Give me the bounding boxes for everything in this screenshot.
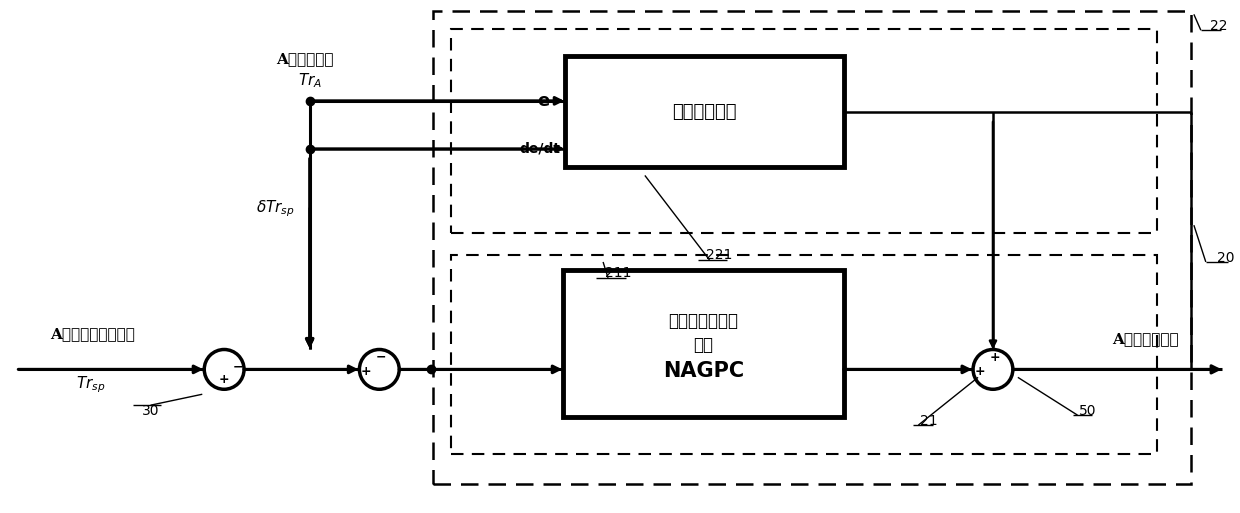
Text: 非线性智能预测: 非线性智能预测 xyxy=(668,313,739,330)
Text: 20: 20 xyxy=(1216,251,1235,265)
Text: $\delta Tr_{sp}$: $\delta Tr_{sp}$ xyxy=(255,198,295,219)
Text: 221: 221 xyxy=(707,248,733,262)
Text: 211: 211 xyxy=(605,266,631,280)
Text: de/dt: de/dt xyxy=(520,142,560,155)
Text: e: e xyxy=(537,92,549,110)
Text: A侧再热汽温设定值: A侧再热汽温设定值 xyxy=(51,328,135,342)
Text: 21: 21 xyxy=(920,414,937,428)
Text: $Tr_A$: $Tr_A$ xyxy=(298,72,321,90)
Bar xyxy=(451,255,1157,454)
Text: A侧再热汽温: A侧再热汽温 xyxy=(277,52,334,66)
Text: A侧喷水阀开度: A侧喷水阀开度 xyxy=(1112,332,1178,347)
Bar xyxy=(565,56,843,167)
Text: NAGPC: NAGPC xyxy=(663,361,744,381)
Text: 22: 22 xyxy=(1210,19,1228,33)
Bar xyxy=(433,11,1190,484)
Text: $Tr_{sp}$: $Tr_{sp}$ xyxy=(76,374,105,395)
Text: 30: 30 xyxy=(141,404,159,418)
Bar xyxy=(451,29,1157,233)
Bar xyxy=(563,270,843,417)
Text: +: + xyxy=(218,373,229,386)
Text: −: − xyxy=(376,351,387,364)
Text: 50: 50 xyxy=(1079,404,1096,418)
Text: +: + xyxy=(361,365,372,378)
Text: −: − xyxy=(233,361,243,374)
Text: 模糊智能前馈: 模糊智能前馈 xyxy=(672,103,737,121)
Text: +: + xyxy=(975,365,986,378)
Text: +: + xyxy=(990,351,1001,364)
Text: 控制: 控制 xyxy=(693,337,713,354)
